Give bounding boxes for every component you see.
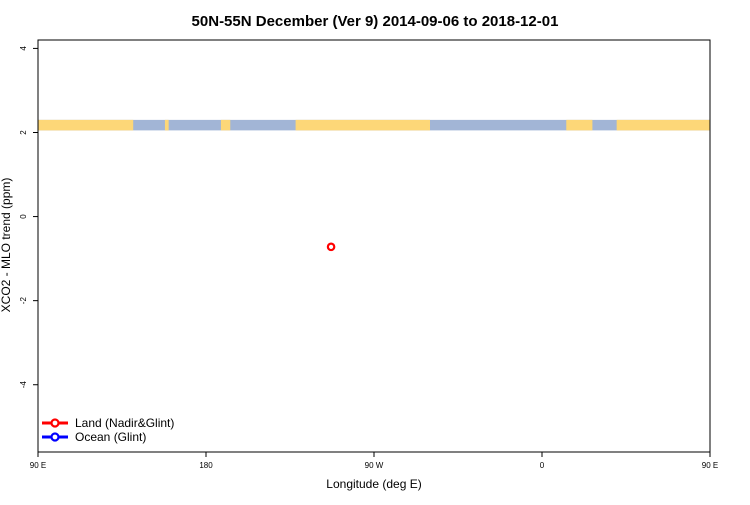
legend-marker — [50, 432, 60, 442]
map-strip-land — [164, 119, 169, 131]
y-axis: 4 2 0 -2 -4 — [19, 46, 38, 389]
map-strip-land — [295, 119, 430, 131]
y-axis-label: XCO2 - MLO trend (ppm) — [0, 178, 13, 313]
legend-label: Ocean (Glint) — [75, 430, 146, 444]
x-axis: 90 E 180 90 W 0 90 E — [30, 452, 718, 470]
y-tick-label: -2 — [19, 297, 28, 305]
x-tick-label: 90 W — [365, 461, 384, 470]
data-point — [326, 242, 336, 252]
chart-title: 50N-55N December (Ver 9) 2014-09-06 to 2… — [192, 13, 559, 30]
plot-frame — [37, 39, 711, 453]
y-tick-label: 0 — [19, 214, 28, 219]
legend-marker — [50, 418, 60, 428]
x-tick-label: 90 E — [30, 461, 46, 470]
map-strip-land — [566, 119, 593, 131]
x-axis-label: Longitude (deg E) — [326, 477, 421, 491]
map-strip-land — [38, 119, 134, 131]
legend: Land (Nadir&Glint)Ocean (Glint) — [42, 416, 174, 444]
data-points — [326, 242, 336, 252]
x-tick-label: 90 E — [702, 461, 718, 470]
y-tick-label: 2 — [19, 130, 28, 135]
y-tick-label: -4 — [19, 381, 28, 389]
map-strip-land — [616, 119, 710, 131]
y-tick-label: 4 — [19, 46, 28, 51]
map-strip-land — [220, 119, 231, 131]
legend-label: Land (Nadir&Glint) — [75, 416, 174, 430]
x-tick-label: 0 — [540, 461, 545, 470]
x-tick-label: 180 — [199, 461, 213, 470]
map-strip — [38, 119, 710, 131]
